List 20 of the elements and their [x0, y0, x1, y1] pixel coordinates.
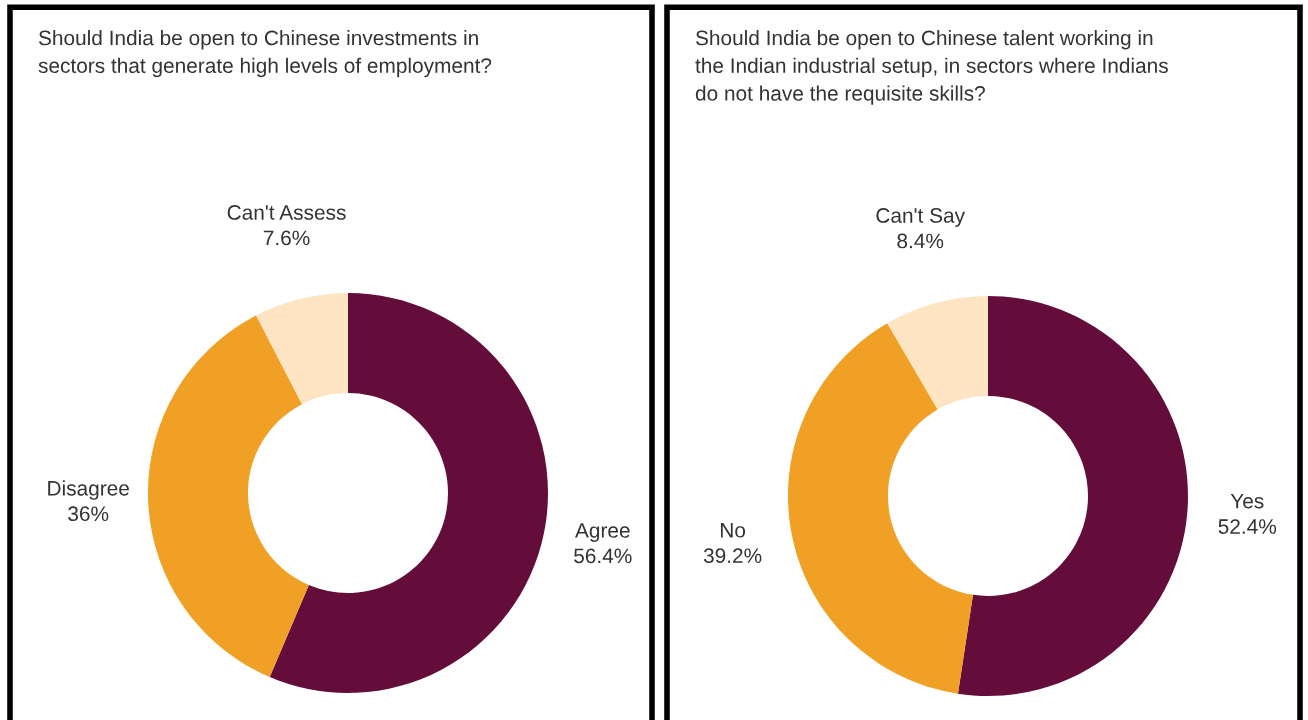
chart-title: Should India be open to Chinese investments in sectors that generate high levels of employment? — [38, 30, 492, 78]
slice-label: Yes — [1230, 493, 1264, 509]
donut-slice — [148, 315, 309, 678]
donut-slice — [269, 293, 548, 693]
data-label: 7.6% — [263, 230, 310, 246]
chart-title: Should India be open to Chinese talent working in the Indian industrial setup, in sectors where Indians do not have the requisite skills? — [695, 30, 1168, 105]
slice-label: Agree — [575, 523, 630, 542]
donut-slice — [957, 296, 1188, 696]
data-label: 52.4% — [1218, 519, 1277, 534]
donut-slice — [887, 296, 988, 410]
data-label: 8.4% — [897, 233, 944, 249]
slice-label: Can't Assess — [227, 205, 346, 220]
donut-slice — [256, 293, 348, 405]
data-label: 39.2% — [703, 548, 762, 564]
slice-label: Disagree — [48, 480, 129, 500]
data-label: 36% — [68, 506, 109, 522]
donut-slice — [788, 323, 973, 694]
data-label: 56.4% — [574, 548, 632, 564]
slice-label: No — [721, 523, 746, 538]
slice-label: Can't Say — [876, 208, 965, 227]
